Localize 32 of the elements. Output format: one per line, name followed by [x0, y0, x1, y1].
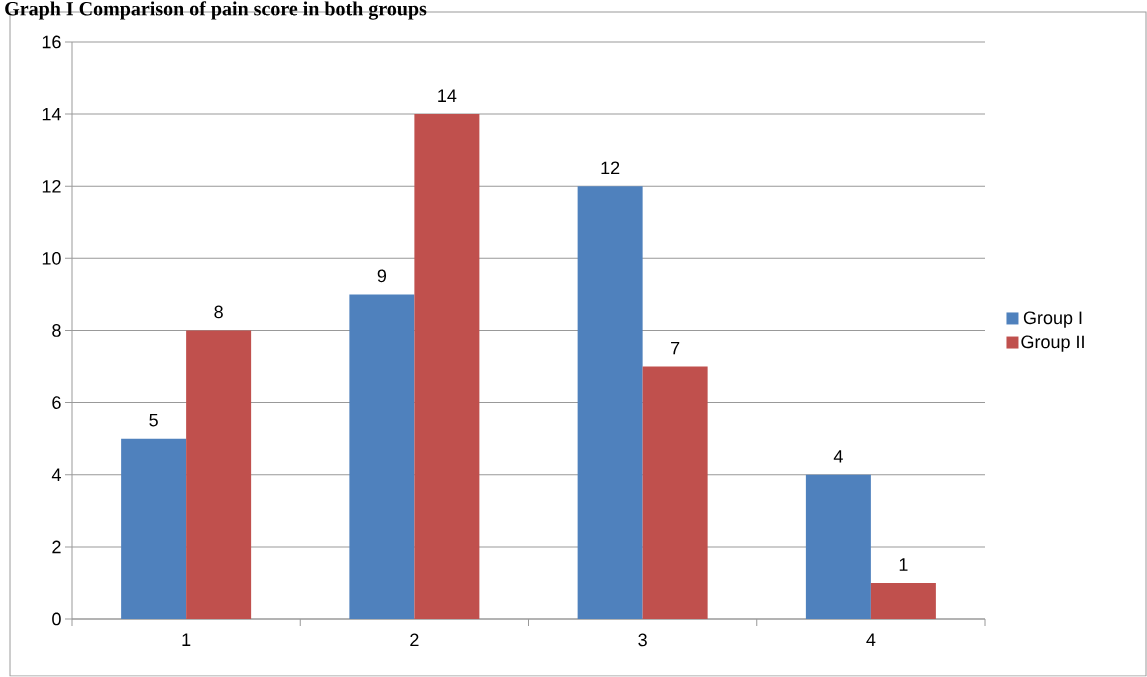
y-tick-label: 10	[42, 251, 61, 265]
y-tick-label: 14	[42, 107, 61, 121]
y-tick-label: 2	[52, 540, 61, 554]
data-label: 14	[438, 89, 457, 102]
bar	[577, 186, 643, 619]
x-tick-label: 2	[410, 633, 419, 647]
data-label: 8	[214, 305, 223, 319]
y-tick-label: 6	[52, 396, 61, 409]
y-tick-label: 4	[51, 468, 61, 481]
chart-title: Graph I Comparison of pain score in both groups	[5, 1, 427, 20]
y-tick-label: 16	[42, 35, 61, 49]
bar	[414, 114, 480, 619]
x-tick-label: 3	[638, 633, 647, 647]
data-label: 1	[899, 558, 908, 571]
data-label: 12	[601, 161, 620, 175]
y-tick-label: 12	[42, 179, 61, 193]
bar	[642, 366, 708, 619]
bar	[121, 438, 187, 619]
data-label: 9	[377, 269, 387, 283]
bar	[870, 582, 936, 619]
legend-label: Group I	[1023, 311, 1082, 328]
x-tick-label: 4	[866, 633, 876, 646]
x-tick-label: 1	[182, 633, 191, 646]
data-label: 7	[671, 341, 680, 355]
legend-label: Group II	[1021, 335, 1084, 352]
y-tick-label: 8	[52, 324, 61, 337]
bar	[349, 294, 415, 619]
data-label: 5	[149, 413, 158, 427]
data-label: 4	[833, 450, 843, 463]
y-tick-label: 0	[52, 612, 61, 626]
bar	[186, 330, 252, 619]
bar	[805, 474, 871, 619]
